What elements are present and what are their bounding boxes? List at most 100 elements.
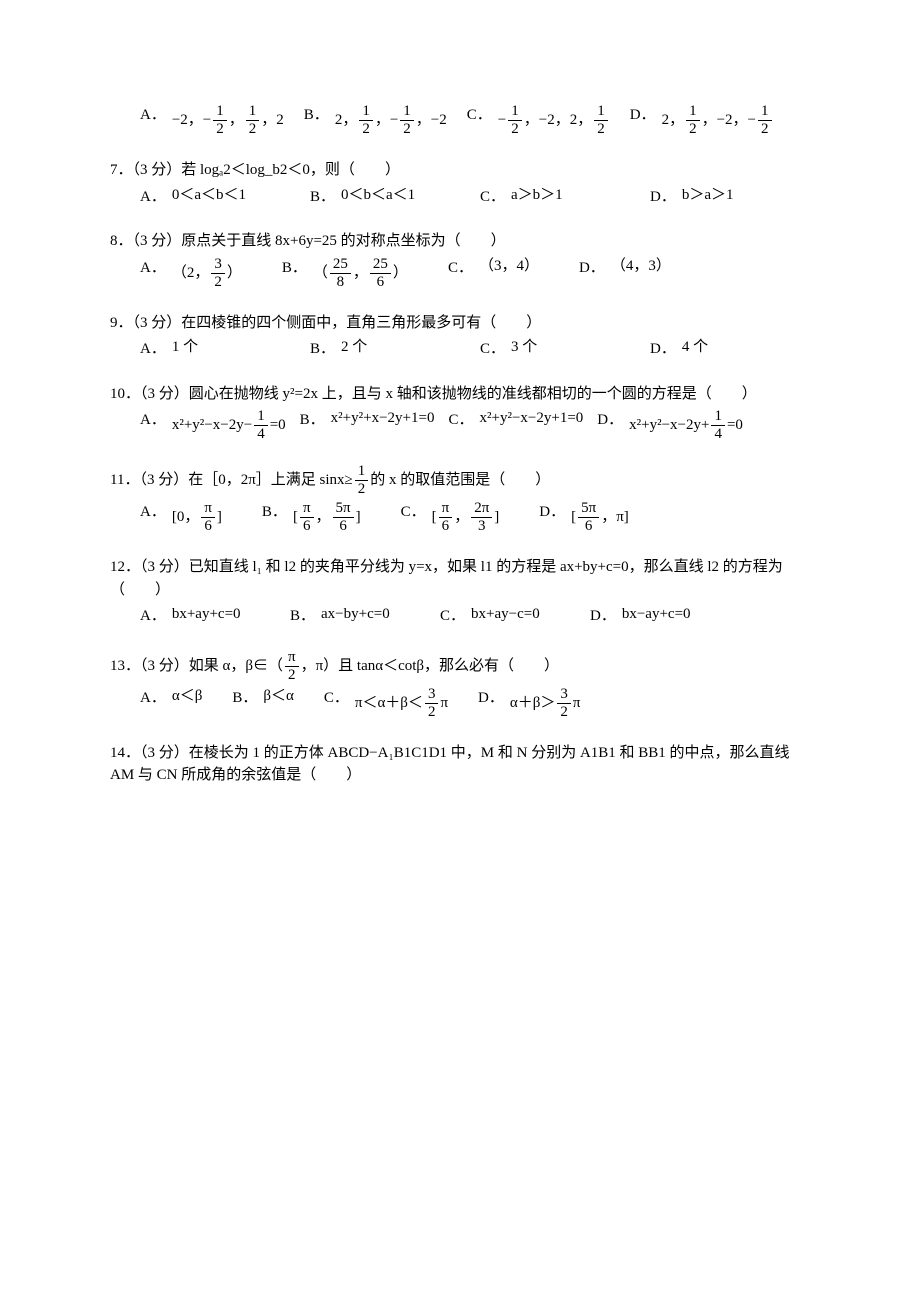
choice-value: 2 个 [341, 338, 367, 358]
choice-value: （3，4） [479, 257, 539, 277]
choice-value: b＞a＞1 [682, 186, 734, 206]
choice-D: D． bx−ay+c=0 [590, 605, 700, 628]
choice-value: 2，12，−2，−12 [662, 104, 774, 137]
text-part: ） [393, 264, 408, 280]
choice-value: bx−ay+c=0 [622, 605, 691, 625]
fraction: 12 [246, 104, 260, 137]
fraction: π6 [439, 501, 453, 534]
choice-A: A．bx+ay+c=0 [140, 605, 250, 628]
choice-letter: A． [140, 501, 166, 524]
question-10: 10．（3 分）圆心在抛物线 y²=2x 上，且与 x 轴和该抛物线的准线都相切… [110, 383, 810, 443]
text-part: ， [353, 264, 368, 280]
choice-D: D． （4，3） [579, 257, 671, 280]
fraction: 5π6 [578, 501, 599, 534]
choice-value: [5π6，π] [571, 501, 629, 534]
stem-post: 的 x 的取值范围是（ ） [370, 472, 550, 488]
text-part: π [440, 694, 448, 710]
choice-A: A．α＜β [140, 687, 202, 710]
fraction: 14 [711, 409, 725, 442]
choice-A: A． x²+y²−x−2y−14=0 [140, 409, 286, 442]
choice-B: B． [π6，5π6] [262, 501, 361, 534]
text-part: ，−2，− [702, 112, 756, 128]
choice-C: C． a＞b＞1 [480, 186, 590, 209]
choice-value: α＜β [172, 687, 203, 707]
choice-D: D． 2，12，−2，−12 [630, 104, 774, 137]
text-part: ，− [375, 112, 398, 128]
choice-D: D． x²+y²−x−2y+14=0 [597, 409, 743, 442]
choice-letter: D． [630, 104, 656, 127]
choice-letter: C． [401, 501, 426, 524]
text-part: π [573, 694, 581, 710]
text-part: ，−2 [416, 112, 447, 128]
choice-value: 0＜a＜b＜1 [172, 186, 246, 206]
fraction: 14 [254, 409, 268, 442]
text-part: ） [227, 264, 242, 280]
choice-D: D． α＋β＞32π [478, 687, 580, 720]
choice-C: C． [π6，2π3] [401, 501, 500, 534]
fraction: 32 [425, 687, 439, 720]
fraction: 2π3 [471, 501, 492, 534]
choices-row: A．0＜a＜b＜1 B．0＜b＜a＜1 C．a＞b＞1 D．b＞a＞1 [140, 186, 810, 209]
question-stem: 9．（3 分）在四棱锥的四个侧面中，直角三角形最多可有（ ） [110, 312, 810, 335]
choice-C: C． π＜α＋β＜32π [324, 687, 448, 720]
choice-C: C． （3，4） [448, 257, 539, 280]
fraction: 12 [686, 104, 700, 137]
fraction: 12 [213, 104, 227, 137]
choice-letter: C． [448, 257, 473, 280]
choice-letter: B． [262, 501, 287, 524]
choice-letter: C． [480, 186, 505, 209]
question-stem: 10．（3 分）圆心在抛物线 y²=2x 上，且与 x 轴和该抛物线的准线都相切… [110, 383, 810, 406]
choice-value: 3 个 [511, 338, 537, 358]
choice-letter: D． [539, 501, 565, 524]
choice-C: C． x²+y²−x−2y+1=0 [448, 409, 583, 432]
choice-value: a＞b＞1 [511, 186, 563, 206]
choice-B: B．2 个 [310, 338, 420, 361]
question-stem: 7．（3 分）若 logₐ2＜log_b2＜0，则（ ） [110, 159, 810, 182]
choice-value: α＋β＞32π [510, 687, 581, 720]
stem-pre: 11．（3 分）在［0，2π］上满足 sinx≥ [110, 472, 353, 488]
choice-value: x²+y²−x−2y+1=0 [479, 409, 583, 429]
text-part: 2， [335, 112, 358, 128]
choice-value: [π6，2π3] [432, 501, 500, 534]
stem-pre: 13．（3 分）如果 α，β∈（ [110, 657, 283, 673]
choice-letter: A． [140, 104, 166, 127]
text-part: π＜α＋β＜ [355, 694, 423, 710]
choice-letter: C． [467, 104, 492, 127]
fraction: 32 [557, 687, 571, 720]
choice-D: D． [5π6，π] [539, 501, 629, 534]
text-part: −2，− [172, 112, 211, 128]
choice-letter: C． [448, 409, 473, 432]
question-11: 11．（3 分）在［0，2π］上满足 sinx≥12的 x 的取值范围是（ ） … [110, 464, 810, 534]
choice-value: β＜α [263, 687, 294, 707]
text-part: （2， [172, 264, 210, 280]
choice-letter: B． [300, 409, 325, 432]
choice-C: C．bx+ay−c=0 [440, 605, 550, 628]
choice-letter: D． [650, 186, 676, 209]
choice-D: D．4 个 [650, 338, 760, 361]
choices-row: A． [0，π6] B． [π6，5π6] C． [π6，2π3] D． [5π… [140, 501, 810, 534]
choice-A: A．0＜a＜b＜1 [140, 186, 250, 209]
text-part: （ [313, 264, 328, 280]
choice-value: [0，π6] [172, 501, 222, 534]
question-14: 14．（3 分）在棱长为 1 的正方体 ABCD−A₁B1C1D1 中，M 和 … [110, 742, 810, 787]
choice-letter: D． [597, 409, 623, 432]
choice-value: π＜α＋β＜32π [355, 687, 448, 720]
text-part: 2， [662, 112, 685, 128]
choice-B: B． 2，12，−12，−2 [304, 104, 447, 137]
choice-value: 1 个 [172, 338, 198, 358]
fraction: 258 [330, 257, 351, 290]
choice-A: A． −2，−12，12，2 [140, 104, 284, 137]
fraction: 5π6 [333, 501, 354, 534]
fraction: 12 [758, 104, 772, 137]
question-stem: 8．（3 分）原点关于直线 8x+6y=25 的对称点坐标为（ ） [110, 230, 810, 253]
choice-value: 0＜b＜a＜1 [341, 186, 415, 206]
fraction: 12 [355, 464, 369, 497]
choices-row: A．1 个 B．2 个 C．3 个 D．4 个 [140, 338, 810, 361]
choice-B: B．ax−by+c=0 [290, 605, 400, 628]
fraction: 12 [400, 104, 414, 137]
fraction: 12 [594, 104, 608, 137]
choice-value: x²+y²+x−2y+1=0 [331, 409, 435, 429]
choice-letter: D． [650, 338, 676, 361]
stem-post: ，π）且 tanα＜cotβ，那么必有（ ） [301, 657, 559, 673]
choice-letter: D． [590, 605, 616, 628]
